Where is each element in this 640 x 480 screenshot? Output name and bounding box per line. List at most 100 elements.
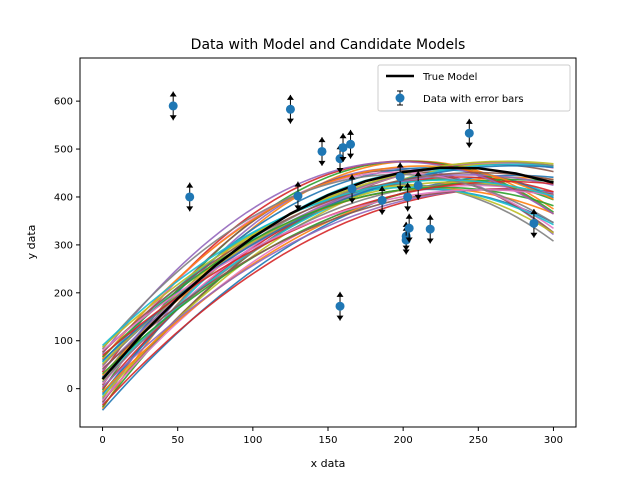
error-arrow-down	[426, 238, 434, 244]
data-marker	[285, 104, 295, 114]
x-axis: 0 50 100 150 200 250 300	[99, 427, 563, 446]
y-axis-label: y data	[25, 225, 38, 260]
data-point	[425, 214, 435, 244]
error-arrow-up	[348, 174, 356, 180]
candidate-model-line	[101, 173, 554, 350]
data-marker	[404, 223, 414, 233]
data-marker	[464, 128, 474, 138]
error-arrow-up	[336, 291, 344, 297]
y-tick-label-200: 200	[54, 288, 73, 299]
candidate-model-line	[101, 182, 554, 383]
candidate-model-line	[101, 160, 554, 355]
x-tick-label-300: 300	[544, 435, 563, 446]
data-marker	[293, 191, 303, 201]
x-tick-label-200: 200	[394, 435, 413, 446]
candidate-model-line	[101, 189, 554, 352]
data-point	[317, 137, 327, 166]
error-arrow-down	[402, 249, 410, 255]
y-tick-label-600: 600	[54, 97, 73, 108]
y-tick-label-500: 500	[54, 145, 73, 156]
error-arrow-up	[294, 181, 302, 187]
x-tick-label-250: 250	[469, 435, 488, 446]
data-marker	[425, 224, 435, 234]
data-marker	[377, 195, 387, 205]
error-arrow-down	[169, 115, 177, 121]
data-point	[346, 129, 356, 159]
data-marker	[395, 172, 405, 182]
data-marker	[413, 180, 423, 190]
candidate-model-line	[101, 179, 554, 347]
error-arrow-up	[530, 208, 538, 214]
legend-data-label: Data with error bars	[423, 94, 524, 105]
x-axis-label: x data	[311, 457, 346, 470]
error-arrow-down	[405, 237, 413, 243]
candidate-model-line	[101, 173, 554, 371]
error-arrow-down	[294, 205, 302, 211]
data-marker	[317, 146, 327, 156]
legend-data-swatch-marker	[395, 93, 405, 103]
error-arrow-up	[347, 129, 355, 135]
candidate-model-line	[101, 186, 554, 363]
data-marker	[335, 301, 345, 311]
error-arrow-down	[396, 186, 404, 192]
data-point	[529, 208, 539, 238]
y-axis: 0 100 200 300 400 500 600	[54, 97, 80, 395]
legend: True Model Data with error bars	[377, 64, 571, 112]
data-point	[413, 171, 423, 200]
error-arrow-down	[336, 315, 344, 321]
plot-frame	[79, 57, 577, 428]
data-marker	[347, 184, 357, 194]
data-marker	[185, 192, 195, 202]
error-arrow-up	[378, 185, 386, 191]
error-arrow-down	[186, 206, 194, 212]
true-model-line	[101, 166, 554, 380]
data-marker	[338, 143, 348, 153]
error-arrow-up	[396, 162, 404, 168]
legend-true-model-label: True Model	[422, 72, 477, 83]
x-tick-label-50: 50	[171, 435, 184, 446]
error-arrow-up	[186, 182, 194, 188]
data-point	[293, 181, 303, 211]
data-marker	[346, 139, 356, 149]
legend-box	[377, 64, 571, 112]
data-point	[347, 174, 357, 204]
error-arrow-up	[286, 94, 294, 100]
data-point	[464, 118, 474, 148]
error-arrow-down	[465, 142, 473, 148]
candidate-model-line	[101, 160, 554, 348]
data-point	[338, 133, 348, 162]
candidate-model-line	[101, 161, 554, 366]
error-arrow-down	[339, 156, 347, 162]
data-point	[168, 91, 178, 121]
data-point	[404, 213, 414, 243]
y-tick-label-300: 300	[54, 240, 73, 251]
candidate-model-line	[101, 185, 554, 381]
error-arrow-down	[286, 118, 294, 124]
error-arrow-down	[414, 194, 422, 200]
true-model-layer	[101, 166, 554, 380]
data-point	[335, 291, 345, 321]
data-points	[168, 91, 539, 321]
data-marker	[529, 218, 539, 228]
data-point	[377, 185, 387, 215]
error-arrow-down	[378, 209, 386, 215]
candidate-model-line	[101, 171, 554, 353]
data-point	[395, 162, 405, 192]
error-arrow-down	[530, 232, 538, 238]
y-tick-label-400: 400	[54, 192, 73, 203]
x-tick-label-0: 0	[99, 435, 105, 446]
x-tick-label-150: 150	[318, 435, 337, 446]
y-tick-label-100: 100	[54, 336, 73, 347]
data-marker	[168, 101, 178, 111]
data-marker	[403, 192, 413, 202]
error-arrow-up	[318, 137, 326, 143]
chart-title: Data with Model and Candidate Models	[191, 37, 466, 53]
error-arrow-down	[318, 160, 326, 166]
error-arrow-up	[404, 182, 412, 188]
error-arrow-down	[336, 168, 344, 174]
error-arrow-down	[404, 206, 412, 212]
error-arrow-up	[426, 214, 434, 220]
error-arrow-up	[169, 91, 177, 97]
data-point	[185, 182, 195, 212]
